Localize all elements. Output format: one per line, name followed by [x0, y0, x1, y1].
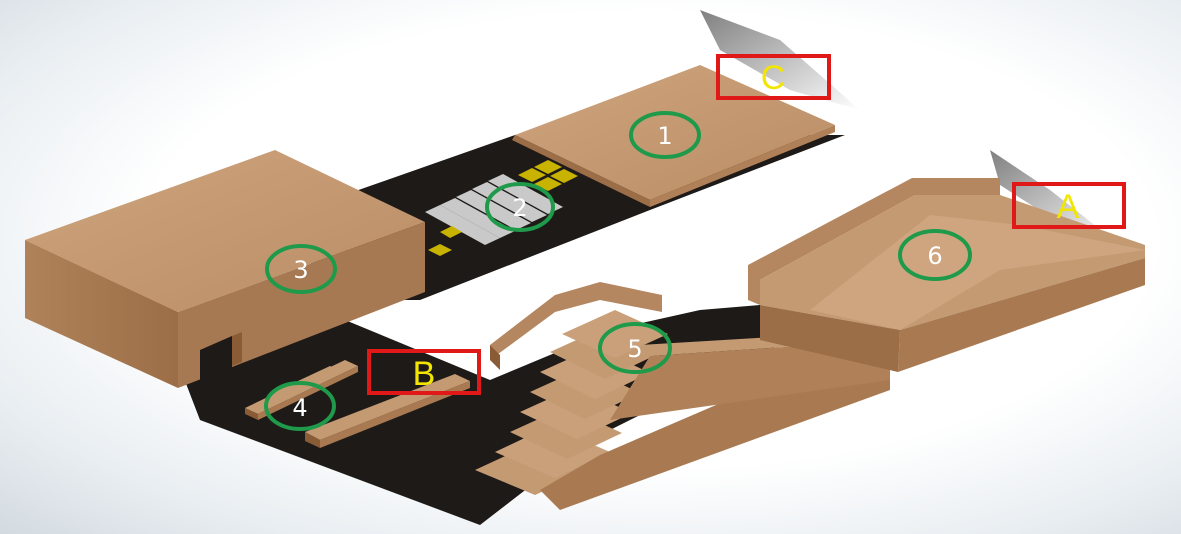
marker-4-label: 4 — [292, 394, 307, 422]
marker-1-label: 1 — [657, 122, 672, 150]
marker-3: 3 — [265, 244, 337, 294]
box-c-letter: C — [761, 59, 786, 97]
box-label-a: A — [1012, 182, 1126, 229]
tactile-paving — [428, 160, 578, 256]
box-3 — [25, 150, 425, 388]
shadow-c — [700, 10, 860, 110]
shadow-a — [990, 150, 1120, 245]
marker-1: 1 — [629, 111, 701, 159]
marker-2-label: 2 — [512, 194, 527, 222]
stairs-5 — [475, 282, 890, 510]
ramp-6 — [748, 178, 1145, 372]
box-a-letter: A — [1057, 188, 1080, 226]
marker-5-label: 5 — [627, 335, 642, 363]
marker-5: 5 — [598, 322, 672, 374]
curbs-4 — [245, 360, 470, 448]
marker-4: 4 — [264, 381, 336, 431]
marker-6-label: 6 — [927, 242, 942, 270]
marker-3-label: 3 — [293, 256, 308, 284]
box-label-b: B — [367, 349, 481, 395]
marker-6: 6 — [898, 229, 972, 281]
marker-2: 2 — [485, 182, 555, 232]
box-b-letter: B — [413, 355, 436, 393]
box-label-c: C — [716, 54, 831, 100]
